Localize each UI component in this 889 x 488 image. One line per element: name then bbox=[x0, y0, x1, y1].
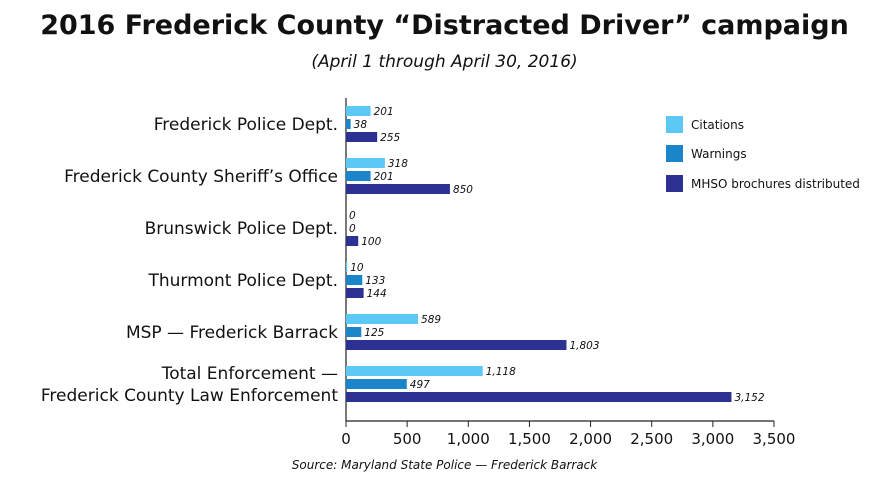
bar-citations bbox=[346, 158, 385, 168]
bar-citations bbox=[346, 262, 348, 272]
x-tick-label: 3,500 bbox=[753, 430, 796, 448]
bar-value-label: 201 bbox=[374, 171, 394, 183]
bar-value-label: 201 bbox=[374, 106, 394, 118]
category-label: Brunswick Police Dept. bbox=[145, 219, 338, 239]
bar-warnings bbox=[346, 379, 407, 389]
legend-label: MHSO brochures distributed bbox=[691, 177, 860, 191]
bar-value-label: 100 bbox=[361, 236, 381, 248]
bar-warnings bbox=[346, 275, 363, 285]
category-label: MSP — Frederick Barrack bbox=[126, 323, 338, 343]
bar-mhso-brochures-distributed bbox=[346, 340, 567, 350]
bar-value-label: 497 bbox=[410, 379, 430, 391]
chart-source: Source: Maryland State Police — Frederic… bbox=[291, 458, 598, 472]
bar-value-label: 0 bbox=[349, 210, 356, 222]
bar-citations bbox=[346, 106, 371, 116]
bar-value-label: 38 bbox=[354, 119, 368, 131]
bar-value-label: 1,118 bbox=[486, 366, 516, 378]
bar-value-label: 850 bbox=[453, 184, 473, 196]
x-tick-label: 0 bbox=[341, 430, 351, 448]
bar-value-label: 125 bbox=[364, 327, 384, 339]
bar-warnings bbox=[346, 171, 371, 181]
category-label: Frederick Police Dept. bbox=[154, 115, 338, 135]
bar-value-label: 255 bbox=[380, 132, 400, 144]
category-label: Thurmont Police Dept. bbox=[147, 271, 338, 291]
chart-subtitle: (April 1 through April 30, 2016) bbox=[311, 52, 578, 72]
bar-value-label: 10 bbox=[350, 262, 364, 274]
legend-swatch bbox=[666, 116, 683, 133]
legend-label: Citations bbox=[691, 118, 744, 132]
x-tick-label: 1,000 bbox=[447, 430, 490, 448]
bar-mhso-brochures-distributed bbox=[346, 184, 450, 194]
bar-value-label: 3,152 bbox=[734, 392, 764, 404]
bar-value-label: 318 bbox=[388, 158, 408, 170]
x-tick-label: 2,500 bbox=[630, 430, 673, 448]
bar-value-label: 1,803 bbox=[569, 340, 599, 352]
bar-mhso-brochures-distributed bbox=[346, 392, 732, 402]
x-tick-label: 1,500 bbox=[508, 430, 551, 448]
bar-citations bbox=[346, 366, 483, 376]
x-tick-label: 3,000 bbox=[691, 430, 734, 448]
bar-value-label: 589 bbox=[421, 314, 441, 326]
bar-warnings bbox=[346, 119, 351, 129]
chart-title: 2016 Frederick County “Distracted Driver… bbox=[40, 10, 849, 41]
legend-label: Warnings bbox=[691, 147, 747, 161]
bar-value-label: 133 bbox=[365, 275, 385, 287]
bar-mhso-brochures-distributed bbox=[346, 288, 364, 298]
category-label: Frederick County Law Enforcement bbox=[41, 386, 338, 406]
bar-value-label: 0 bbox=[349, 223, 356, 235]
bar-mhso-brochures-distributed bbox=[346, 236, 359, 246]
x-tick-label: 2,000 bbox=[569, 430, 612, 448]
bar-value-label: 144 bbox=[367, 288, 387, 300]
bar-mhso-brochures-distributed bbox=[346, 132, 378, 142]
bar-citations bbox=[346, 314, 419, 324]
category-label: Frederick County Sheriff’s Office bbox=[64, 167, 338, 187]
category-label: Total Enforcement — bbox=[161, 364, 338, 384]
bar-warnings bbox=[346, 327, 362, 337]
legend-swatch bbox=[666, 175, 683, 192]
x-tick-label: 500 bbox=[393, 430, 422, 448]
legend-swatch bbox=[666, 145, 683, 162]
